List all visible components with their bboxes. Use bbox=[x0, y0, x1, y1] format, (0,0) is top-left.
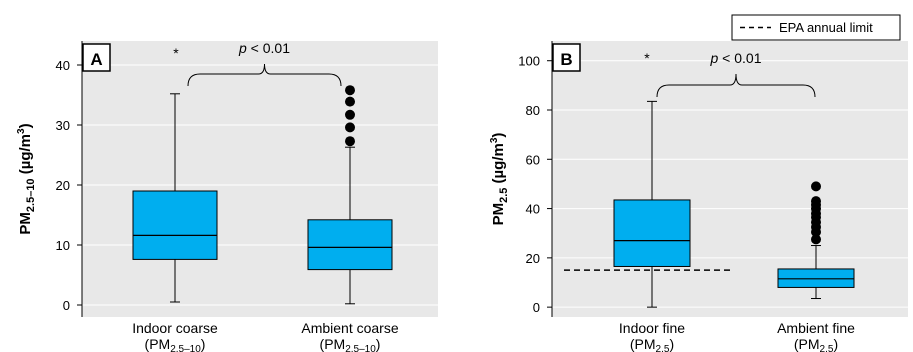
y-axis-label-a: PM2.5–10 (µg/m3) bbox=[16, 123, 37, 234]
outlier-point bbox=[345, 109, 355, 120]
annotation-b: * p < 0.01 bbox=[644, 50, 816, 98]
outlier-point bbox=[811, 234, 821, 245]
y-tick-label: 20 bbox=[56, 178, 70, 193]
box-a-1 bbox=[307, 85, 393, 305]
outlier-point bbox=[345, 122, 355, 133]
x-axis-labels-a: Indoor coarse(PM2.5–10)Ambient coarse(PM… bbox=[132, 320, 399, 352]
gridlines-b bbox=[552, 60, 908, 308]
p-value-label-b: p < 0.01 bbox=[710, 50, 762, 66]
x-category-sublabel: (PM2.5–10) bbox=[320, 336, 381, 352]
x-category-label: Ambient fine bbox=[777, 320, 855, 336]
plot-area-a bbox=[82, 41, 438, 317]
boxes-b bbox=[613, 100, 855, 308]
iqr-box bbox=[613, 199, 691, 267]
panel-label-a: A bbox=[82, 43, 111, 72]
iqr-box bbox=[132, 190, 218, 260]
outlier-point bbox=[345, 85, 355, 96]
boxes-a bbox=[132, 85, 393, 305]
significance-bracket-a bbox=[187, 63, 342, 87]
plot-area-b bbox=[552, 41, 908, 317]
x-category-sublabel: (PM2.5) bbox=[794, 336, 838, 352]
box-a-0 bbox=[132, 93, 218, 303]
y-tick-label: 40 bbox=[526, 202, 540, 217]
box-b-0 bbox=[613, 100, 691, 308]
y-tick-label: 60 bbox=[526, 152, 540, 167]
panel-label-box-b bbox=[552, 43, 581, 72]
y-tick-label: 0 bbox=[533, 300, 540, 315]
panel-label-box-a bbox=[82, 43, 111, 72]
iqr-box bbox=[777, 268, 855, 288]
x-category-label: Ambient coarse bbox=[301, 320, 398, 336]
outlier-point bbox=[345, 136, 355, 147]
p-value-label-a: p < 0.01 bbox=[238, 40, 290, 56]
annotation-a: * p < 0.01 bbox=[173, 40, 342, 87]
y-tick-label: 40 bbox=[56, 58, 70, 73]
x-category-label: Indoor coarse bbox=[132, 320, 218, 336]
x-axis-labels-b: Indoor fine(PM2.5)Ambient fine(PM2.5) bbox=[619, 320, 855, 352]
outlier-point bbox=[345, 96, 355, 107]
iqr-box bbox=[307, 219, 393, 271]
x-category-sublabel: (PM2.5–10) bbox=[145, 336, 206, 352]
x-category-label: Indoor fine bbox=[619, 320, 685, 336]
y-tick-label: 30 bbox=[56, 118, 70, 133]
panel-label-text-a: A bbox=[90, 50, 102, 69]
y-tick-label: 10 bbox=[56, 238, 70, 253]
y-tick-label: 20 bbox=[526, 251, 540, 266]
panel-label-text-b: B bbox=[560, 50, 572, 69]
y-tick-label: 80 bbox=[526, 103, 540, 118]
y-tick-label: 0 bbox=[63, 298, 70, 313]
significance-star-a: * bbox=[173, 45, 179, 61]
x-category-sublabel: (PM2.5) bbox=[630, 336, 674, 352]
y-tick-label: 100 bbox=[518, 54, 540, 69]
outlier-point bbox=[811, 196, 821, 207]
outlier-point bbox=[811, 181, 821, 192]
significance-star-b: * bbox=[644, 50, 650, 66]
box-b-1 bbox=[777, 181, 855, 300]
y-axis-a: 0 10 20 30 40 bbox=[56, 41, 83, 317]
legend-label: EPA annual limit bbox=[779, 20, 873, 35]
y-axis-b: 0 20 40 60 80 100 bbox=[518, 41, 553, 317]
legend: EPA annual limit bbox=[731, 14, 901, 41]
significance-bracket-b bbox=[656, 73, 816, 98]
panel-label-b: B bbox=[552, 43, 581, 72]
y-axis-label-b: PM2.5 (µg/m3) bbox=[489, 133, 510, 226]
